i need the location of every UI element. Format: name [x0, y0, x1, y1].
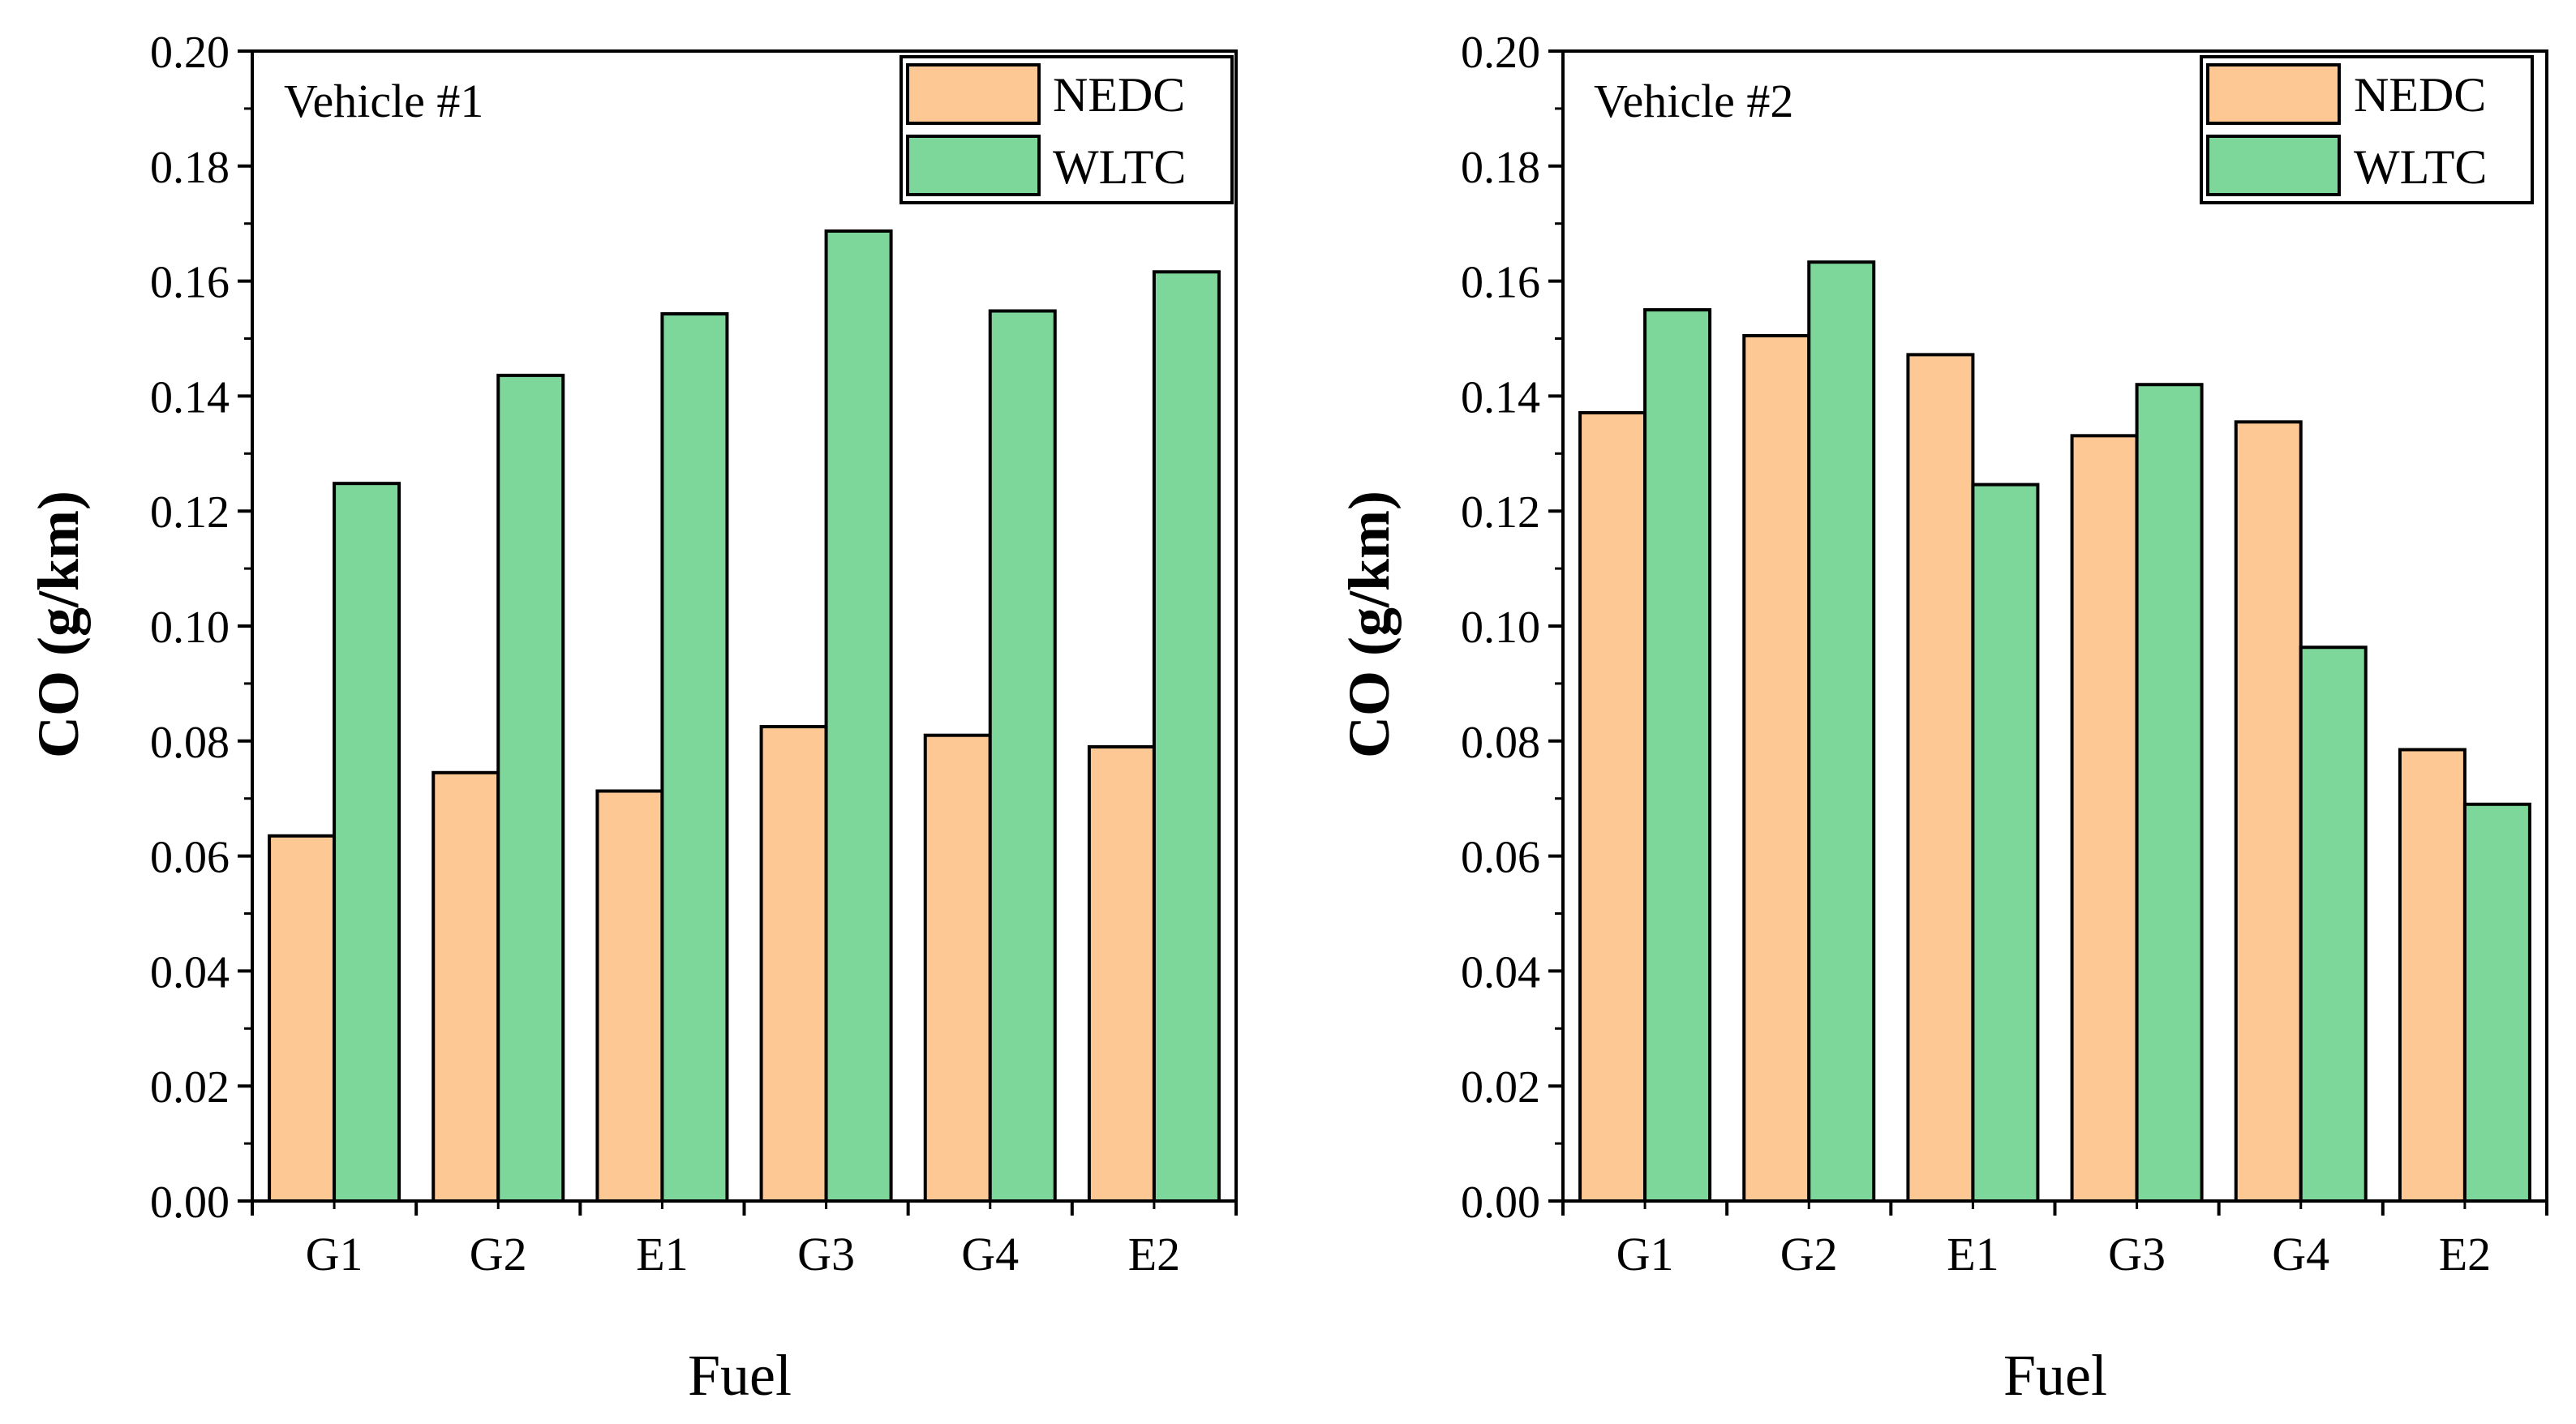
chart2-x-tick-label-g2: G2: [1780, 1228, 1838, 1280]
chart1-x-tick-label-e2: E2: [1128, 1228, 1180, 1280]
chart-panel-vehicle-1: 0.00 0.02 0.04 0.06 0.08 0.10 0.12 0.14 0.16 0.18…: [26, 28, 1238, 1408]
chart2-bar-wltc-e2: [2462, 802, 2531, 1203]
chart1-bar-nedc-e1: [595, 789, 664, 1203]
chart1-legend-swatch-nedc: [906, 63, 1041, 125]
chart1-bar-wltc-g1: [333, 482, 401, 1203]
chart2-y-axis-label: CO (g/km): [1337, 491, 1402, 758]
chart2-legend-swatch-nedc: [2206, 63, 2341, 125]
chart1-bar-nedc-e2: [1087, 744, 1156, 1203]
chart2-y-tick-label: 0.20: [1461, 28, 1540, 78]
chart1-y-tick-label: 0.16: [150, 258, 230, 308]
chart2-bar-nedc-g2: [1742, 333, 1811, 1203]
chart2-y-tick-label: 0.08: [1461, 718, 1540, 768]
chart2-y-tick-label: 0.00: [1461, 1177, 1540, 1228]
chart1-y-tick-label: 0.12: [150, 487, 230, 538]
chart2-annotation: Vehicle #2: [1594, 75, 1793, 127]
chart1-x-tick-label-g3: G3: [797, 1228, 855, 1280]
chart1-bar-nedc-g4: [923, 733, 992, 1203]
chart1-bar-nedc-g1: [268, 834, 337, 1203]
chart1-y-tick-label: 0.14: [150, 372, 230, 422]
chart1-legend-label-wltc: WLTC: [1053, 140, 1186, 194]
chart2-x-tick-label-e2: E2: [2439, 1228, 2491, 1280]
chart2-y-tick-label: 0.06: [1461, 833, 1540, 883]
chart-panel-vehicle-2: 0.00 0.02 0.04 0.06 0.08 0.10 0.12 0.14 0.16 0.18…: [1337, 28, 2548, 1408]
chart1-y-tick-label: 0.04: [150, 947, 230, 997]
chart1-x-tick-label-g1: G1: [306, 1228, 363, 1280]
chart1-x-tick-label-g4: G4: [961, 1228, 1019, 1280]
chart1-y-axis-label: CO (g/km): [26, 491, 91, 758]
chart2-x-tick-label-g4: G4: [2272, 1228, 2329, 1280]
chart1-x-tick-label-e1: E1: [636, 1228, 688, 1280]
chart2-x-axis-label: Fuel: [2003, 1343, 2107, 1408]
chart2-bar-nedc-g3: [2070, 434, 2139, 1203]
chart2-bar-nedc-g4: [2234, 420, 2303, 1203]
chart2-bar-nedc-e2: [2398, 748, 2467, 1203]
chart2-bar-wltc-e1: [1971, 483, 2040, 1203]
chart2-bar-wltc-g4: [2299, 646, 2368, 1203]
chart2-bar-wltc-g3: [2135, 383, 2204, 1203]
chart1-y-tick-label: 0.10: [150, 603, 230, 653]
chart1-bar-nedc-g2: [431, 770, 500, 1203]
chart2-y-tick-label: 0.10: [1461, 603, 1540, 653]
chart1-y-tick-label: 0.08: [150, 718, 230, 768]
chart2-y-tick-label: 0.04: [1461, 947, 1540, 997]
chart1-y-tick-label: 0.20: [150, 28, 230, 78]
chart2-x-tick-label-g3: G3: [2108, 1228, 2166, 1280]
chart2-y-tick-label: 0.02: [1461, 1062, 1540, 1113]
chart2-legend-swatch-wltc: [2206, 135, 2341, 196]
chart2-legend-label-nedc: NEDC: [2354, 68, 2486, 122]
chart2-y-tick-label: 0.12: [1461, 487, 1540, 538]
chart1-annotation: Vehicle #1: [284, 75, 483, 127]
chart2-y-tick-label: 0.16: [1461, 258, 1540, 308]
chart1-y-tick-label: 0.06: [150, 833, 230, 883]
chart1-bar-wltc-e1: [660, 312, 729, 1203]
chart1-legend-swatch-wltc: [906, 135, 1041, 196]
chart2-bar-wltc-g2: [1807, 260, 1876, 1203]
chart2-legend-label-wltc: WLTC: [2354, 140, 2487, 194]
chart1-y-tick-label: 0.00: [150, 1177, 230, 1228]
chart1-y-tick-label: 0.18: [150, 143, 230, 193]
chart2-x-tick-label-g1: G1: [1616, 1228, 1674, 1280]
chart2-y-tick-label: 0.18: [1461, 143, 1540, 193]
chart1-y-tick-label: 0.02: [150, 1062, 230, 1113]
chart2-x-tick-label-e1: E1: [1947, 1228, 1999, 1280]
chart1-x-axis-label: Fuel: [688, 1343, 792, 1408]
chart1-bar-nedc-g3: [759, 725, 828, 1203]
chart2-bar-wltc-g1: [1643, 308, 1712, 1203]
chart2-bar-nedc-g1: [1578, 410, 1647, 1203]
chart1-bar-wltc-e2: [1152, 270, 1221, 1203]
chart2-bar-nedc-e1: [1906, 353, 1975, 1203]
chart1-bar-wltc-g2: [496, 373, 565, 1203]
chart1-legend-label-nedc: NEDC: [1053, 68, 1185, 122]
chart2-y-tick-label: 0.14: [1461, 372, 1540, 422]
chart1-bar-wltc-g3: [824, 229, 893, 1203]
chart1-bar-wltc-g4: [988, 309, 1057, 1203]
chart1-x-tick-label-g2: G2: [470, 1228, 527, 1280]
